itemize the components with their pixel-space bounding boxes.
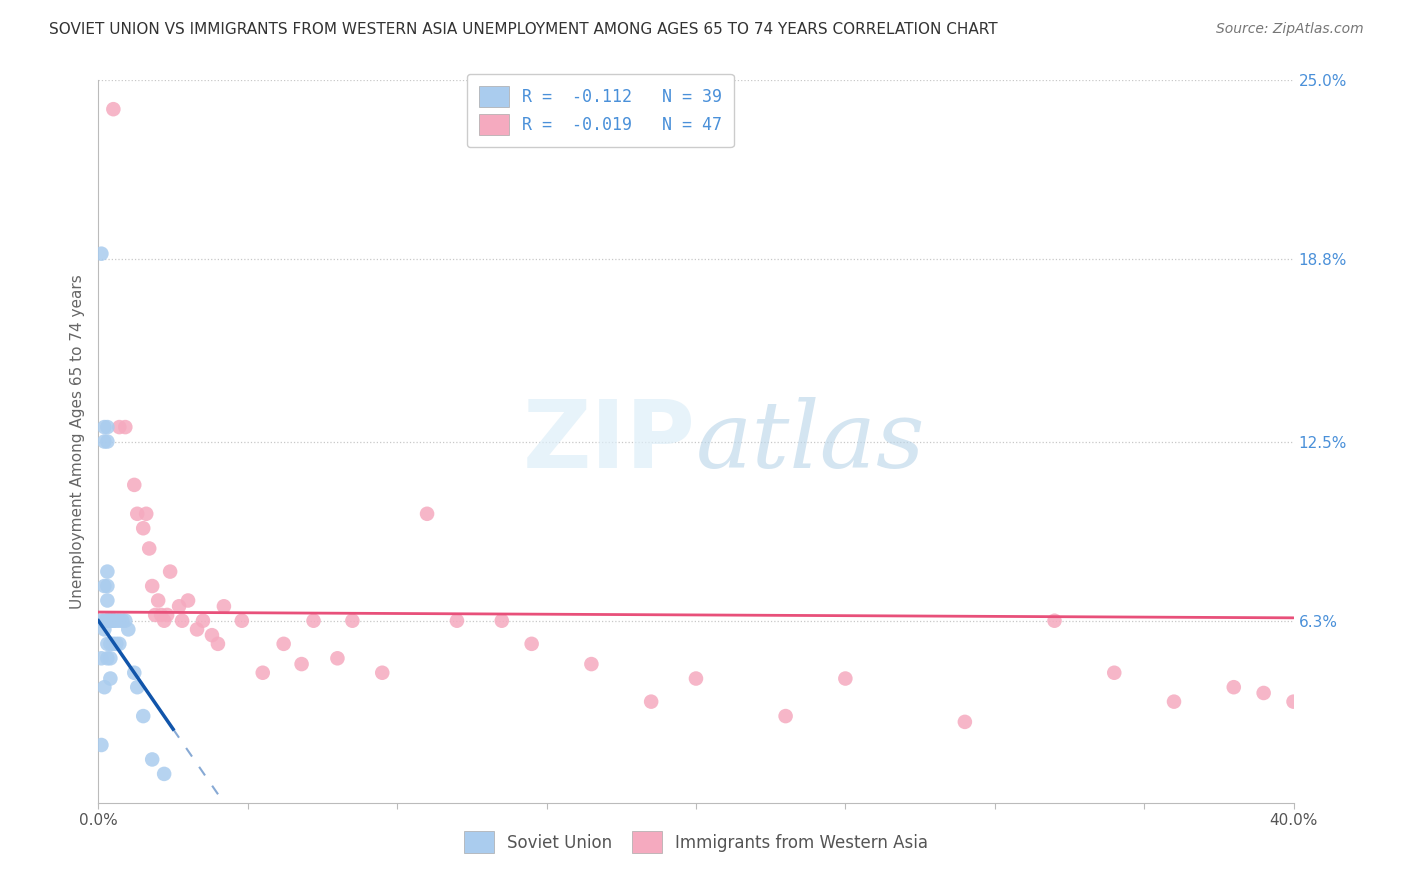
Point: [191, 614, 214, 628]
Point: [291, 657, 314, 671]
Point: [93, 623, 115, 637]
Point: [108, 637, 131, 651]
Point: [96, 420, 118, 434]
Point: [834, 672, 856, 686]
Point: [98, 614, 122, 628]
Point: [201, 628, 224, 642]
Point: [96, 434, 118, 449]
Point: [98, 672, 122, 686]
Point: [108, 614, 131, 628]
Point: [177, 593, 200, 607]
Point: [124, 478, 146, 492]
Point: [103, 637, 125, 651]
Point: [93, 434, 115, 449]
Point: [153, 614, 176, 628]
Point: [117, 623, 139, 637]
Point: [1253, 686, 1275, 700]
Point: [156, 607, 179, 622]
Point: [172, 614, 194, 628]
Point: [96, 614, 118, 628]
Point: [103, 614, 125, 628]
Point: [105, 637, 128, 651]
Point: [446, 614, 468, 628]
Point: [124, 665, 146, 680]
Point: [326, 651, 349, 665]
Point: [132, 709, 155, 723]
Point: [105, 614, 128, 628]
Point: [90, 738, 112, 752]
Point: [141, 579, 163, 593]
Point: [1104, 665, 1126, 680]
Point: [1043, 614, 1066, 628]
Point: [148, 593, 170, 607]
Point: [141, 752, 163, 766]
Point: [96, 651, 118, 665]
Point: [98, 614, 122, 628]
Point: [143, 607, 166, 622]
Point: [98, 637, 122, 651]
Point: [96, 579, 118, 593]
Point: [96, 593, 118, 607]
Point: [90, 614, 112, 628]
Point: [93, 420, 115, 434]
Point: [953, 714, 976, 729]
Point: [1223, 680, 1246, 694]
Point: [111, 614, 134, 628]
Point: [132, 521, 155, 535]
Point: [93, 680, 115, 694]
Point: [167, 599, 190, 614]
Point: [1163, 695, 1185, 709]
Text: SOVIET UNION VS IMMIGRANTS FROM WESTERN ASIA UNEMPLOYMENT AMONG AGES 65 TO 74 YE: SOVIET UNION VS IMMIGRANTS FROM WESTERN …: [49, 22, 998, 37]
Point: [416, 507, 439, 521]
Point: [96, 614, 118, 628]
Point: [153, 767, 176, 781]
Text: ZIP: ZIP: [523, 395, 696, 488]
Point: [138, 541, 160, 556]
Point: [90, 651, 112, 665]
Point: [93, 614, 115, 628]
Point: [302, 614, 325, 628]
Point: [342, 614, 364, 628]
Point: [273, 637, 295, 651]
Point: [252, 665, 274, 680]
Point: [1282, 695, 1305, 709]
Point: [103, 102, 125, 116]
Point: [581, 657, 603, 671]
Text: atlas: atlas: [696, 397, 925, 486]
Point: [93, 579, 115, 593]
Point: [186, 623, 208, 637]
Point: [127, 680, 149, 694]
Point: [150, 607, 173, 622]
Point: [96, 637, 118, 651]
Point: [159, 565, 181, 579]
Point: [491, 614, 513, 628]
Legend: Soviet Union, Immigrants from Western Asia: Soviet Union, Immigrants from Western As…: [457, 825, 935, 860]
Point: [114, 420, 136, 434]
Point: [127, 507, 149, 521]
Text: Source: ZipAtlas.com: Source: ZipAtlas.com: [1216, 22, 1364, 37]
Point: [103, 614, 125, 628]
Point: [108, 420, 131, 434]
Point: [114, 614, 136, 628]
Point: [520, 637, 543, 651]
Point: [685, 672, 707, 686]
Y-axis label: Unemployment Among Ages 65 to 74 years: Unemployment Among Ages 65 to 74 years: [69, 274, 84, 609]
Point: [212, 599, 235, 614]
Point: [231, 614, 253, 628]
Point: [90, 246, 112, 260]
Point: [207, 637, 229, 651]
Point: [371, 665, 394, 680]
Point: [98, 651, 122, 665]
Point: [135, 507, 157, 521]
Point: [640, 695, 662, 709]
Point: [775, 709, 797, 723]
Point: [96, 565, 118, 579]
